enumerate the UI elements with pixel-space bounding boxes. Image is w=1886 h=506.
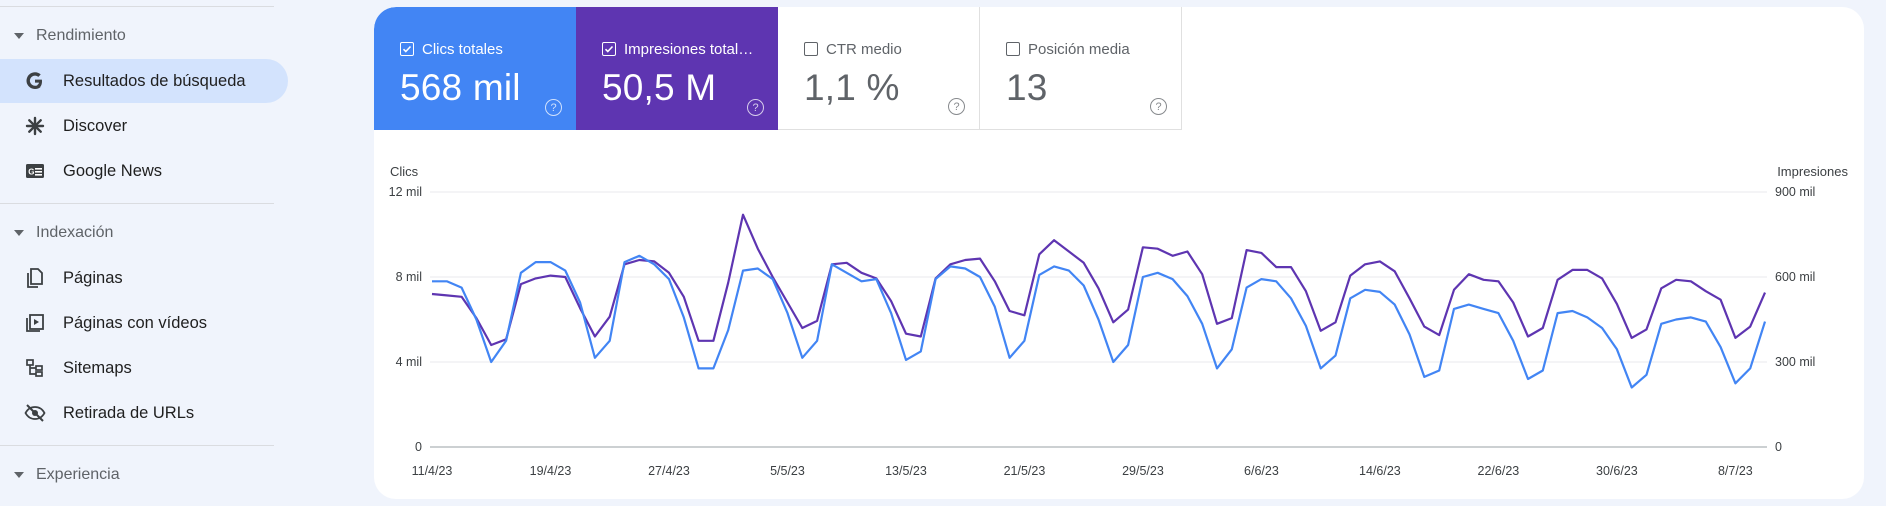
sitemap-icon [24, 357, 46, 379]
y-tick-label-right: 600 mil [1775, 270, 1815, 284]
section-rendimiento[interactable]: Rendimiento [0, 18, 290, 54]
x-tick-label: 19/4/23 [530, 464, 572, 478]
sidebar-item-resultados-busqueda[interactable]: Resultados de búsqueda [0, 59, 288, 103]
google-g-icon [24, 70, 46, 92]
asterisk-icon [24, 115, 46, 137]
caret-down-icon [14, 230, 24, 236]
series-line-clicks [432, 254, 1767, 389]
metric-clicks-tile[interactable]: Clics totales 568 mil ? [374, 7, 576, 130]
pages-icon [24, 267, 46, 289]
x-tick-label: 22/6/23 [1478, 464, 1520, 478]
x-tick-label: 29/5/23 [1122, 464, 1164, 478]
sidebar-item-paginas[interactable]: Páginas [0, 256, 288, 300]
chart-svg: Clics Impresiones 0 0 4 mil 300 mil 8 mil 600 m… [389, 164, 1849, 478]
metric-label: Impresiones total… [624, 40, 754, 58]
section-label: Experiencia [36, 466, 120, 483]
metric-value: 50,5 M [602, 67, 717, 108]
y-tick-label-left: 12 mil [389, 185, 422, 199]
metric-value: 1,1 % [804, 67, 900, 108]
x-tick-label: 30/6/23 [1596, 464, 1638, 478]
x-tick-label: 14/6/23 [1359, 464, 1401, 478]
sidebar-item-discover[interactable]: Discover [0, 104, 288, 148]
y-tick-label-right: 0 [1775, 440, 1782, 454]
divider [0, 6, 274, 7]
sidebar-item-label: Google News [63, 161, 163, 180]
section-experiencia[interactable]: Experiencia [0, 457, 290, 493]
x-tick-label: 8/7/23 [1718, 464, 1753, 478]
x-tick-label: 13/5/23 [885, 464, 927, 478]
section-label: Indexación [36, 224, 114, 241]
divider [0, 445, 274, 446]
metric-label: Posición media [1028, 40, 1130, 58]
sidebar-item-label: Resultados de búsqueda [63, 71, 246, 90]
caret-down-icon [14, 33, 24, 39]
x-tick-label: 11/4/23 [412, 464, 453, 478]
y-tick-label-right: 300 mil [1775, 355, 1815, 369]
sidebar-item-label: Páginas con vídeos [63, 313, 208, 332]
metric-value: 568 mil [400, 67, 521, 108]
checkbox-unchecked-icon[interactable] [804, 42, 818, 56]
sidebar-item-label: Retirada de URLs [63, 403, 195, 422]
eye-off-icon [24, 402, 46, 424]
sidebar: Rendimiento Resultados de búsqueda Disco… [0, 0, 290, 506]
help-icon[interactable]: ? [948, 98, 965, 115]
metric-impressions-tile[interactable]: Impresiones total… 50,5 M ? [576, 7, 778, 130]
y-axis-title-left: Clics [390, 164, 419, 179]
sidebar-item-paginas-videos[interactable]: Páginas con vídeos [0, 301, 288, 345]
series-line-impressions [431, 213, 1767, 347]
video-pages-icon [24, 312, 46, 334]
metric-ctr-tile[interactable]: CTR medio 1,1 % ? [778, 7, 980, 130]
help-icon[interactable]: ? [747, 99, 764, 116]
checkbox-checked-icon[interactable] [400, 42, 414, 56]
y-tick-label-left: 8 mil [396, 270, 422, 284]
metric-label: Clics totales [422, 40, 503, 58]
sidebar-item-google-news[interactable]: G Google News [0, 149, 288, 193]
y-tick-label-left: 4 mil [396, 355, 422, 369]
svg-text:G: G [28, 168, 34, 177]
help-icon[interactable]: ? [1150, 98, 1167, 115]
news-icon: G [24, 160, 46, 182]
sidebar-item-label: Sitemaps [63, 358, 132, 377]
y-tick-label-right: 900 mil [1775, 185, 1815, 199]
section-label: Rendimiento [36, 27, 126, 44]
sidebar-item-label: Páginas [63, 268, 123, 287]
performance-chart[interactable]: Clics Impresiones 0 0 4 mil 300 mil 8 mil 600 m… [374, 152, 1864, 492]
y-tick-label-left: 0 [415, 440, 422, 454]
divider [0, 203, 274, 204]
x-tick-label: 27/4/23 [648, 464, 690, 478]
help-icon[interactable]: ? [545, 99, 562, 116]
section-indexacion[interactable]: Indexación [0, 215, 290, 251]
sidebar-item-sitemaps[interactable]: Sitemaps [0, 346, 288, 390]
performance-card: Clics totales 568 mil ? Impresiones tota… [374, 7, 1864, 499]
x-tick-label: 6/6/23 [1244, 464, 1279, 478]
checkbox-checked-icon[interactable] [602, 42, 616, 56]
sidebar-item-label: Discover [63, 116, 128, 135]
metric-position-tile[interactable]: Posición media 13 ? [980, 7, 1182, 130]
x-tick-label: 21/5/23 [1004, 464, 1046, 478]
x-tick-label: 5/5/23 [770, 464, 805, 478]
metric-value: 13 [1006, 67, 1048, 108]
caret-down-icon [14, 472, 24, 478]
checkbox-unchecked-icon[interactable] [1006, 42, 1020, 56]
y-axis-title-right: Impresiones [1777, 164, 1848, 179]
metric-label: CTR medio [826, 40, 902, 58]
sidebar-item-retirada-urls[interactable]: Retirada de URLs [0, 391, 288, 435]
